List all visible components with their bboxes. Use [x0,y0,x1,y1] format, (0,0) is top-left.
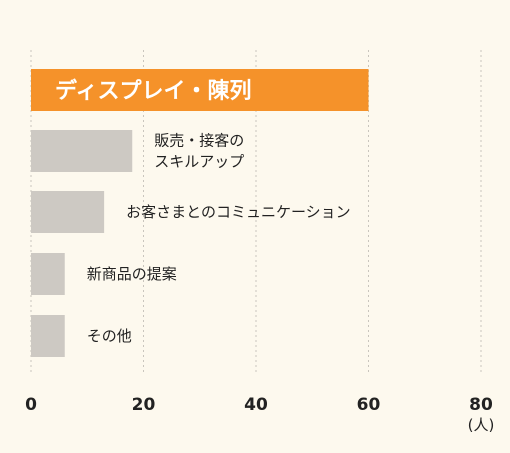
bar-3 [31,253,65,295]
bar-0 [31,69,369,111]
bar-4 [31,315,65,357]
bar-label-2: お客さまとのコミュニケーション [126,203,351,221]
bar-label-line: 販売・接客の [154,132,244,150]
bar-label-line: その他 [87,327,132,345]
bar-label-line: お客さまとのコミュニケーション [126,203,351,221]
bar-label-0: ディスプレイ・陳列 [55,78,251,104]
bar-label-4: その他 [87,327,132,345]
x-tick-label-0: 0 [25,395,37,415]
x-tick-label-80: 80 [469,395,493,415]
bar-label-3: 新商品の提案 [87,265,177,283]
bar-label-line: スキルアップ [154,153,244,171]
bar-1 [31,130,133,172]
x-unit-label: (人) [468,416,495,434]
x-tick-label-20: 20 [132,395,156,415]
x-tick-label-40: 40 [244,395,268,415]
bar-label-line: 新商品の提案 [87,265,177,283]
x-tick-label-60: 60 [357,395,381,415]
bar-2 [31,191,105,233]
bar-label-1: 販売・接客のスキルアップ [154,132,244,171]
